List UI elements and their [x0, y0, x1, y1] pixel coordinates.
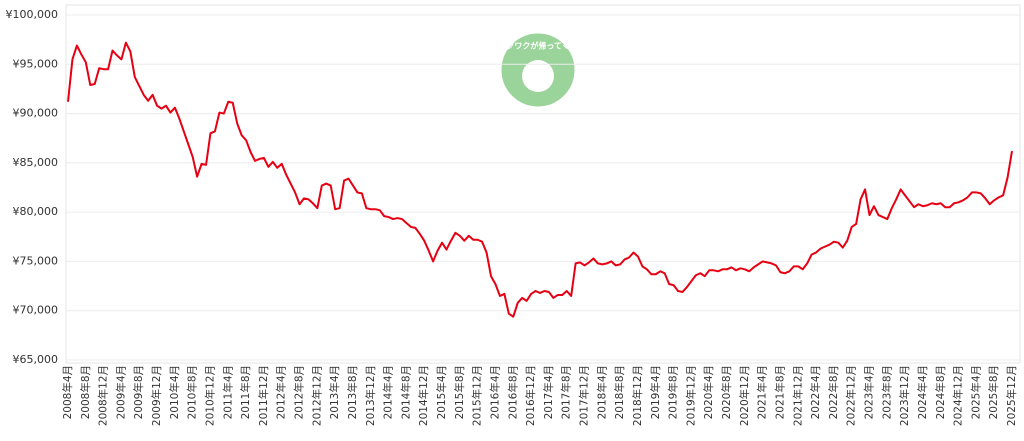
x-tick-label: 2011年12月: [257, 365, 270, 426]
x-tick-label: 2022年8月: [827, 365, 840, 419]
x-tick-label: 2018年4月: [595, 365, 608, 419]
x-tick-label: 2008年4月: [61, 365, 74, 419]
x-tick-label: 2016年4月: [488, 365, 501, 419]
x-tick-label: 2021年8月: [773, 365, 786, 419]
x-tick-label: 2024年4月: [916, 365, 929, 419]
x-tick-label: 2014年12月: [417, 365, 430, 426]
y-tick-label: ¥70,000: [13, 304, 59, 317]
x-tick-label: 2010年8月: [186, 365, 199, 419]
x-tick-label: 2008年8月: [79, 365, 92, 419]
y-tick-label: ¥80,000: [13, 205, 59, 218]
x-tick-label: 2020年12月: [738, 365, 751, 426]
x-tick-label: 2020年8月: [720, 365, 733, 419]
y-tick-label: ¥100,000: [6, 8, 59, 21]
x-tick-label: 2019年4月: [649, 365, 662, 419]
logo-cat: [522, 60, 554, 92]
x-tick-label: 2017年8月: [560, 365, 573, 419]
x-tick-label: 2025年8月: [987, 365, 1000, 419]
x-tick-label: 2020年4月: [702, 365, 715, 419]
x-tick-label: 2012年12月: [310, 365, 323, 426]
x-tick-label: 2014年4月: [382, 365, 395, 419]
x-tick-label: 2009年8月: [132, 365, 145, 419]
x-tick-label: 2012年8月: [293, 365, 306, 419]
y-tick-label: ¥95,000: [13, 57, 59, 70]
logo: ワクワクが帰ってくる: [498, 30, 578, 110]
x-tick-label: 2022年4月: [809, 365, 822, 419]
x-tick-label: 2024年8月: [934, 365, 947, 419]
x-tick-label: 2017年12月: [578, 365, 591, 426]
x-tick-label: 2009年4月: [114, 365, 127, 419]
price-line: [67, 41, 1013, 318]
y-tick-label: ¥75,000: [13, 254, 59, 267]
logo-text: ワクワクが帰ってくる: [498, 41, 577, 51]
plot-frame: [65, 4, 1021, 364]
x-tick-label: 2013年12月: [364, 365, 377, 426]
x-tick-label: 2022年12月: [845, 365, 858, 426]
x-tick-label: 2011年8月: [239, 365, 252, 419]
x-tick-label: 2015年4月: [435, 365, 448, 419]
x-tick-label: 2025年12月: [1005, 365, 1018, 426]
x-tick-label: 2015年12月: [471, 365, 484, 426]
x-tick-label: 2023年8月: [880, 365, 893, 419]
x-tick-label: 2008年12月: [97, 365, 110, 426]
x-tick-label: 2024年12月: [952, 365, 965, 426]
x-tick-label: 2013年8月: [346, 365, 359, 419]
x-tick-label: 2011年4月: [221, 365, 234, 419]
x-tick-label: 2010年4月: [168, 365, 181, 419]
x-tick-label: 2021年12月: [791, 365, 804, 426]
x-tick-label: 2017年4月: [542, 365, 555, 419]
x-tick-label: 2021年4月: [756, 365, 769, 419]
y-tick-label: ¥65,000: [13, 353, 59, 366]
x-tick-label: 2019年12月: [684, 365, 697, 426]
y-tick-label: ¥85,000: [13, 156, 59, 169]
x-tick-label: 2018年8月: [613, 365, 626, 419]
x-tick-label: 2023年12月: [898, 365, 911, 426]
y-tick-label: ¥90,000: [13, 107, 59, 120]
x-tick-label: 2018年12月: [631, 365, 644, 426]
x-tick-label: 2010年12月: [203, 365, 216, 426]
x-tick-label: 2014年8月: [399, 365, 412, 419]
x-tick-label: 2015年8月: [453, 365, 466, 419]
x-tick-label: 2016年8月: [506, 365, 519, 419]
x-tick-label: 2023年4月: [863, 365, 876, 419]
x-tick-label: 2019年8月: [667, 365, 680, 419]
x-tick-label: 2025年4月: [969, 365, 982, 419]
x-tick-label: 2016年12月: [524, 365, 537, 426]
x-tick-label: 2009年12月: [150, 365, 163, 426]
x-tick-label: 2013年4月: [328, 365, 341, 419]
x-tick-label: 2012年4月: [275, 365, 288, 419]
